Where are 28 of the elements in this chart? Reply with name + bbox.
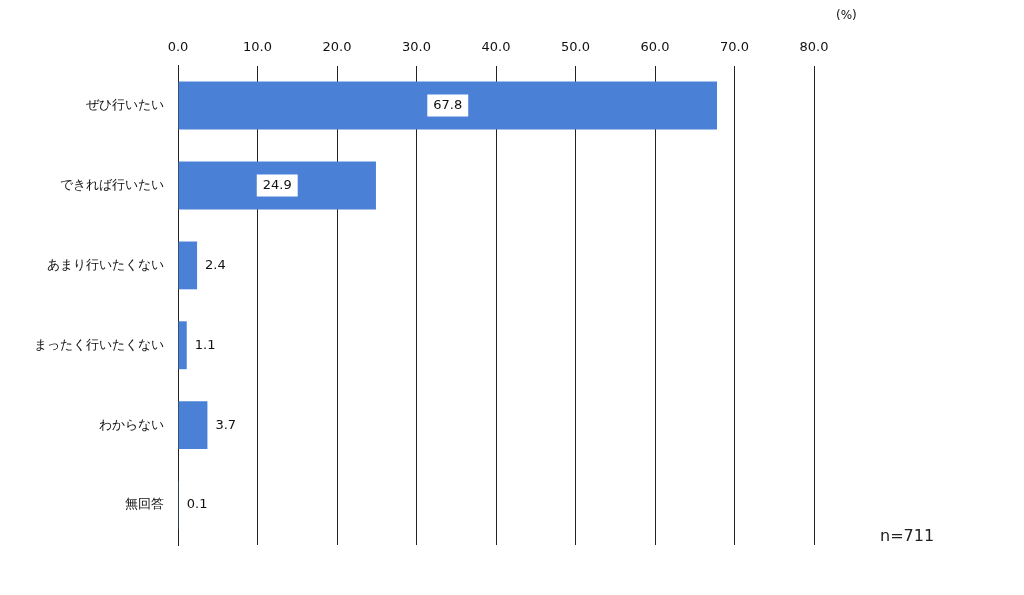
y-tick-label: まったく行いたくない	[34, 336, 164, 352]
bar	[178, 161, 376, 210]
data-label: 3.7	[215, 416, 237, 432]
text: n=711	[880, 526, 935, 545]
x-tick-label: 0.0	[167, 39, 189, 55]
x-tick-label: 80.0	[799, 39, 829, 55]
x-tick-label: 60.0	[640, 39, 670, 55]
x-tick-label: 50.0	[561, 39, 590, 55]
data-label: 2.4	[205, 256, 226, 272]
x-tick-label: 20.0	[322, 39, 352, 55]
data-label: 24.9	[262, 176, 292, 192]
bar	[178, 241, 198, 290]
y-tick-label: 無回答	[125, 496, 164, 512]
data-label: 67.8	[433, 96, 463, 112]
x-tick-label: 10.0	[243, 39, 272, 55]
x-tick-label: 30.0	[402, 39, 431, 55]
data-label: 1.1	[194, 336, 216, 352]
y-tick-label: わからない	[99, 416, 164, 432]
x-tick-label: 40.0	[481, 39, 511, 55]
bar	[178, 321, 187, 370]
x-tick-label: 70.0	[720, 39, 749, 55]
y-tick-label: あまり行いたくない	[47, 256, 164, 272]
y-tick-label: できれば行いたい	[60, 176, 164, 192]
bar	[178, 81, 718, 130]
bar	[178, 401, 208, 450]
y-tick-label: ぜひ行いたい	[86, 96, 164, 112]
data-label: 0.1	[186, 496, 208, 512]
x-axis-title: (%)	[836, 8, 857, 23]
